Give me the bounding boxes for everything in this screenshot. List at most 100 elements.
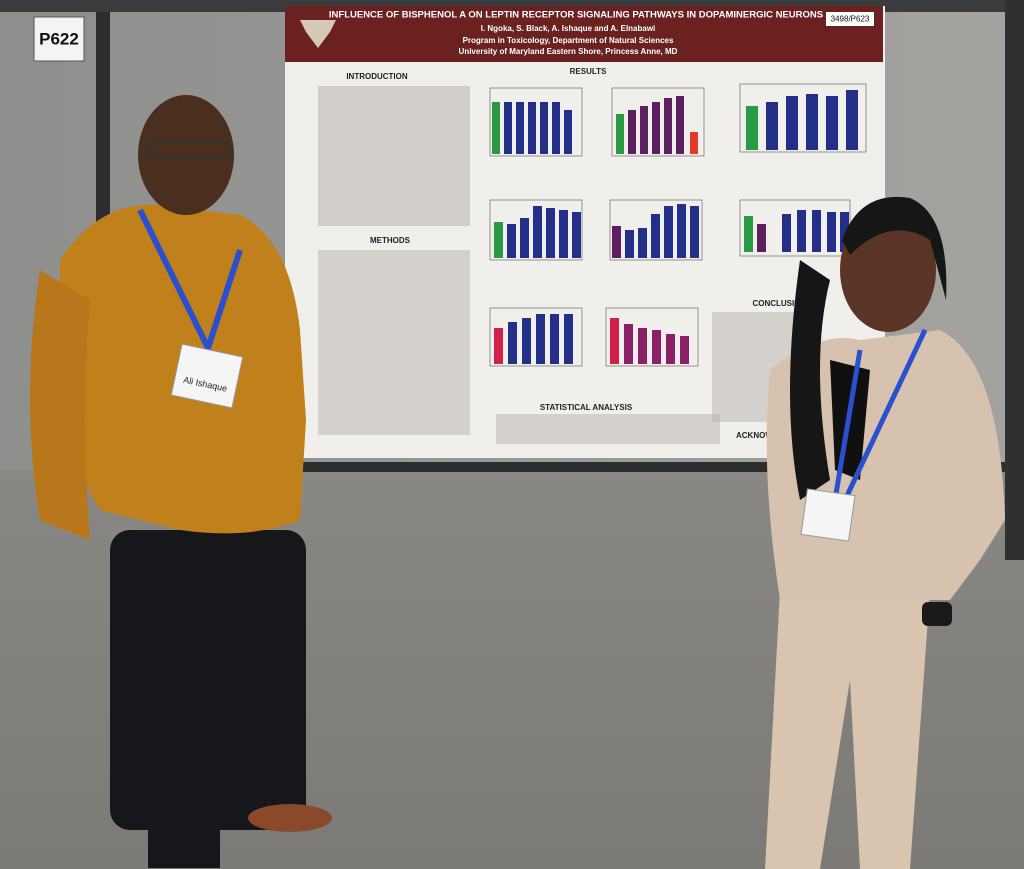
head [138, 95, 234, 215]
shape [533, 206, 542, 258]
figures [489, 83, 867, 367]
trousers [110, 530, 306, 830]
shoe [248, 804, 332, 832]
shape [628, 110, 636, 154]
glasses [145, 142, 233, 160]
shape [546, 208, 555, 258]
shape [676, 96, 684, 154]
shape [757, 224, 766, 252]
shape [625, 230, 634, 258]
text-block [318, 250, 470, 435]
board-frame [100, 462, 1024, 472]
section-heading: METHODS [370, 236, 411, 245]
shape [680, 336, 689, 364]
shape [507, 224, 516, 258]
shape [572, 212, 581, 258]
shape [652, 330, 661, 364]
shape [540, 102, 548, 154]
shape [528, 102, 536, 154]
shape [746, 106, 758, 150]
shape [508, 322, 517, 364]
shape [516, 102, 524, 154]
poster-number-box [826, 12, 874, 26]
shape [806, 94, 818, 150]
figure-bars [492, 90, 858, 364]
shape [827, 212, 836, 252]
text-block [496, 414, 720, 444]
shape [610, 318, 619, 364]
shape [846, 90, 858, 150]
shape [564, 110, 572, 154]
section-heading: CONCLUSIONS [752, 299, 812, 308]
figure-frame [489, 307, 583, 367]
shape [766, 102, 778, 150]
shape [559, 210, 568, 258]
shape [782, 214, 791, 252]
shape [677, 204, 686, 258]
shape [520, 218, 529, 258]
section-heading: ACKNOWLEDG [736, 431, 795, 440]
shape [504, 102, 512, 154]
shape [552, 102, 560, 154]
shape [494, 222, 503, 258]
booth-sign-text: P622 [39, 29, 79, 48]
shape [550, 314, 559, 364]
poster-program: Program in Toxicology, Department of Nat… [463, 36, 674, 45]
poster-number: 3498/P623 [831, 15, 870, 24]
figure-frame [611, 87, 705, 157]
trousers [765, 590, 930, 869]
section-heading: STATISTICAL ANALYSIS [540, 403, 633, 412]
board-frame [1005, 0, 1024, 560]
figure-frame [609, 199, 703, 261]
shape [612, 226, 621, 258]
shape [826, 96, 838, 150]
shape [786, 96, 798, 150]
shape [690, 206, 699, 258]
section-heading: RESULTS [570, 67, 607, 76]
shape [638, 328, 647, 364]
shape [812, 210, 821, 252]
badge [170, 343, 244, 409]
shape [664, 206, 673, 258]
booth-sign [33, 16, 85, 62]
hair [842, 196, 947, 300]
sleeve [30, 270, 90, 540]
lanyard [832, 328, 928, 502]
lanyard [137, 208, 243, 356]
shape [652, 102, 660, 154]
shape [616, 114, 624, 154]
poster-authors: I. Ngoka, S. Black, A. Ishaque and A. El… [481, 24, 656, 33]
figure-frame [489, 87, 583, 157]
badge [800, 488, 856, 542]
shape [840, 212, 849, 252]
person-left: Ali Ishaque [30, 95, 332, 868]
logo [300, 20, 336, 48]
poster-institution: University of Maryland Eastern Shore, Pr… [459, 47, 678, 56]
section-heading: INTRODUCTION [346, 72, 408, 81]
shape [564, 314, 573, 364]
shape [624, 324, 633, 364]
shape [690, 132, 698, 154]
shape [651, 214, 660, 258]
shape [492, 102, 500, 154]
shape [744, 216, 753, 252]
figure-frame [605, 307, 699, 367]
shape [640, 106, 648, 154]
figure-frame [489, 199, 583, 261]
figure-frame [739, 83, 867, 153]
shape [666, 334, 675, 364]
watch [922, 602, 952, 626]
trousers [148, 780, 220, 868]
shape [638, 228, 647, 258]
poster-title: INFLUENCE OF BISPHENOL A ON LEPTIN RECEP… [329, 10, 823, 21]
shape [664, 98, 672, 154]
hair [790, 260, 830, 500]
person-right [765, 196, 1005, 869]
shape [536, 314, 545, 364]
poster-header [285, 6, 883, 62]
text-block [318, 86, 470, 226]
shape [494, 328, 503, 364]
shape [522, 318, 531, 364]
